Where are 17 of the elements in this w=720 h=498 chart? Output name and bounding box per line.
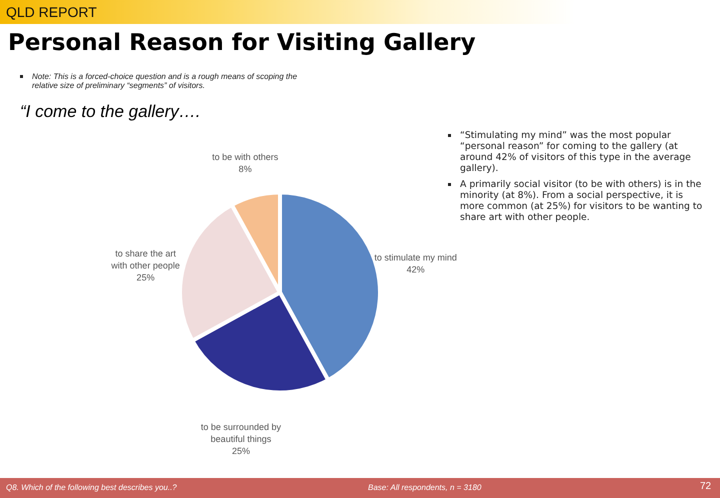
text: “Stimulating my mind” was the most popular “personal reason” for coming to the gallery (at around 42% of visitors of this type in the average gallery). <box>460 130 691 174</box>
chart-subtitle: “I come to the gallery…. <box>20 102 200 122</box>
slice-label: to share the art with other people <box>110 248 180 270</box>
text: Note: This is a forced-choice question and is a rough means of scoping the relative size of preliminary “segments” of visitors. <box>31 72 298 90</box>
slice-label: to stimulate my mind <box>374 252 457 263</box>
data-label: 42% <box>406 264 425 275</box>
data-label: 8% <box>238 164 252 174</box>
data-label: 25% <box>232 446 250 456</box>
slice-label: to be with others <box>212 152 279 162</box>
slice-label: to be surrounded by beautiful things <box>200 422 282 444</box>
text: 72 <box>700 481 712 492</box>
chart-title: Personal Reason for Visiting Gallery <box>8 30 476 56</box>
data-label: 25% <box>136 272 155 282</box>
text: Q8. Which of the following best describes you..? <box>6 483 177 492</box>
text: Base: All respondents, n = 3180 <box>368 483 482 492</box>
text: A primarily social visitor (to be with others) is in the minority (at 8%). From a social perspective, it is more common (at 25%) for visitors to be wanting to share art with other people. <box>460 179 702 223</box>
text: QLD REPORT <box>6 4 97 20</box>
